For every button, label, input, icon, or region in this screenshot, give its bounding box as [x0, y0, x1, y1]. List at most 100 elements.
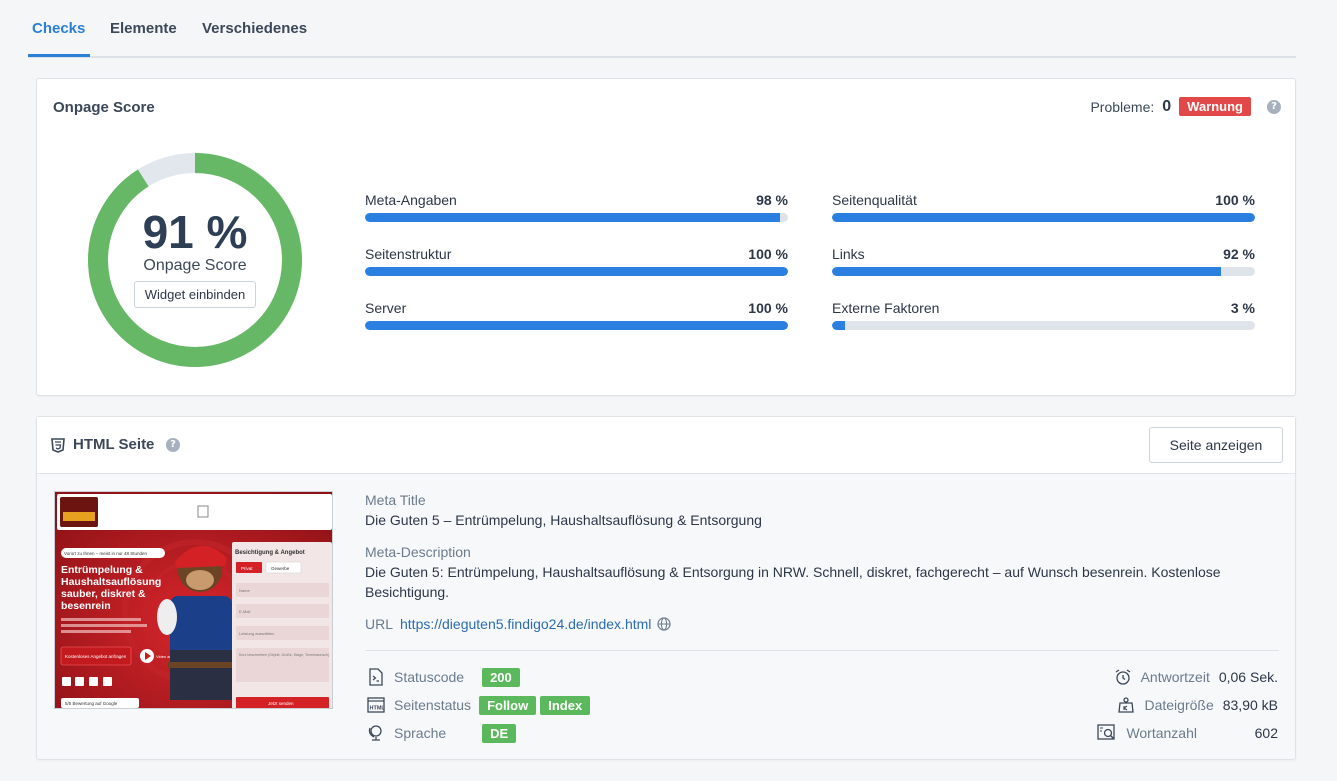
- follow-badge: Follow: [479, 695, 537, 715]
- metric-bar: [365, 213, 788, 222]
- score-label: Onpage Score: [143, 256, 247, 274]
- meta-title-value: Die Guten 5 – Entrümpelung, Haushaltsauf…: [365, 512, 762, 528]
- thumbnail-rating: 5/5 Bewertung auf Google: [65, 701, 118, 706]
- metric-label: Meta-Angaben: [365, 192, 457, 208]
- metric-seitenstruktur: Seitenstruktur 100 %: [365, 246, 788, 282]
- metric-bar-fill: [365, 321, 788, 330]
- widget-einbinden-button[interactable]: Widget einbinden: [133, 280, 257, 308]
- globe-icon[interactable]: [657, 617, 672, 631]
- metric-bar-fill: [365, 267, 788, 276]
- antwortzeit-row: Antwortzeit 0,06 Sek.: [1114, 667, 1278, 687]
- word-count-search-icon: [1097, 724, 1116, 740]
- html-file-icon: HTML: [367, 697, 386, 713]
- statuscode-badge: 200: [482, 667, 520, 687]
- seitenstatus-label: Seitenstatus: [394, 697, 472, 713]
- dateigroesse-label: Dateigröße: [1144, 697, 1214, 713]
- thumbnail-video-link: Video ansehen: [156, 654, 183, 659]
- dateigroesse-row: Dateigröße 83,90 kB: [1117, 695, 1278, 715]
- page-screenshot-thumbnail[interactable]: Vorort zu Ihnen – meist in nur 48 Stunde…: [54, 491, 333, 709]
- thumbnail-headline-line-1: Entrümpelung &: [61, 564, 143, 576]
- thumbnail-field-service: Leistung auswählen: [239, 631, 274, 636]
- active-tab-indicator: [28, 54, 90, 57]
- seite-anzeigen-button[interactable]: Seite anzeigen: [1149, 427, 1283, 463]
- svg-text:HTML: HTML: [370, 706, 386, 712]
- thumbnail-cta: Kostenloses Angebot anfragen: [65, 654, 127, 659]
- thumbnail-submit: Jetzt senden: [268, 701, 294, 706]
- thumbnail-image: Vorort zu Ihnen – meist in nur 48 Stunde…: [55, 492, 332, 708]
- sprache-label: Sprache: [394, 725, 447, 741]
- metric-value: 92 %: [1223, 246, 1255, 262]
- thumbnail-field-name: Name: [239, 588, 250, 593]
- help-icon[interactable]: ?: [166, 438, 180, 452]
- index-badge: Index: [540, 695, 591, 715]
- metric-bar: [832, 213, 1255, 222]
- html5-shield-icon: [51, 438, 65, 453]
- thumbnail-form-tab-gewerbe: Gewerbe: [271, 566, 290, 571]
- metric-label: Links: [832, 246, 865, 262]
- sprache-row: Sprache DE: [367, 723, 520, 743]
- tab-elemente[interactable]: Elemente: [110, 20, 177, 37]
- help-icon[interactable]: ?: [1267, 100, 1281, 114]
- antwortzeit-value: 0,06 Sek.: [1218, 669, 1278, 685]
- probleme-summary: Probleme: 0 Warnung: [1090, 97, 1251, 116]
- metric-label: Externe Faktoren: [832, 300, 940, 316]
- thumbnail-banner: Vorort zu Ihnen – meist in nur 48 Stunde…: [64, 551, 148, 556]
- metric-value: 100 %: [1215, 192, 1255, 208]
- tab-verschiedenes[interactable]: Verschiedenes: [202, 20, 308, 37]
- tab-checks[interactable]: Checks: [32, 20, 86, 37]
- antwortzeit-label: Antwortzeit: [1140, 669, 1210, 685]
- url-row: https://dieguten5.findigo24.de/index.htm…: [400, 614, 672, 634]
- metric-bar-fill: [365, 213, 780, 222]
- metric-bar: [832, 321, 1255, 330]
- metric-links: Links 92 %: [832, 246, 1255, 282]
- thumbnail-headline-line-3: sauber, diskret &: [61, 588, 146, 600]
- page-url-link[interactable]: https://dieguten5.findigo24.de/index.htm…: [400, 616, 652, 632]
- card-header: HTML Seite ? Seite anzeigen: [37, 417, 1295, 474]
- warning-badge[interactable]: Warnung: [1179, 97, 1251, 116]
- wortanzahl-label: Wortanzahl: [1126, 725, 1197, 741]
- url-label: URL: [365, 616, 394, 632]
- terminal-file-icon: [369, 668, 383, 686]
- metric-value: 100 %: [748, 246, 788, 262]
- probleme-label: Probleme:: [1090, 98, 1155, 115]
- score-donut-chart: [88, 153, 302, 367]
- metric-label: Seitenstruktur: [365, 246, 452, 262]
- donut-center: 91 % Onpage Score Widget einbinden: [87, 152, 303, 368]
- metric-bar-fill: [832, 213, 1255, 222]
- thumbnail-form-title: Besichtigung & Angebot: [235, 550, 305, 556]
- file-weight-icon: [1118, 697, 1135, 713]
- metric-bar: [365, 321, 788, 330]
- metric-value: 3 %: [1230, 300, 1255, 316]
- score-percent: 91 %: [142, 205, 248, 258]
- metric-meta-angaben: Meta-Angaben 98 %: [365, 192, 788, 228]
- metric-label: Seitenqualität: [832, 192, 917, 208]
- metric-bar-fill: [832, 267, 1222, 276]
- thumbnail-form-tab-privat: Privat: [241, 566, 253, 571]
- donut-progress-arc: [88, 153, 302, 367]
- seitenstatus-row: HTML Seitenstatus Follow Index: [367, 695, 594, 715]
- metric-label: Server: [365, 300, 407, 316]
- thumbnail-headline-line-4: besenrein: [61, 600, 111, 612]
- wortanzahl-value: 602: [1254, 725, 1278, 741]
- thumbnail-field-message: Kurz beschreiben (Objekt, Größe, Etage, …: [239, 653, 329, 657]
- card-title: HTML Seite: [73, 436, 155, 453]
- metric-value: 98 %: [756, 192, 788, 208]
- tab-bar: Checks Elemente Verschiedenes: [28, 0, 1296, 58]
- thumbnail-headline-line-2: Haushaltsauflösung: [61, 576, 161, 588]
- divider: [365, 650, 1279, 651]
- sprache-badge: DE: [482, 723, 517, 743]
- probleme-count: 0: [1162, 97, 1172, 115]
- metric-server: Server 100 %: [365, 300, 788, 336]
- statuscode-row: Statuscode 200: [367, 667, 524, 687]
- wortanzahl-row: Wortanzahl 602: [1097, 723, 1278, 743]
- meta-title-label: Meta Title: [365, 492, 426, 508]
- metric-externe-faktoren: Externe Faktoren 3 %: [832, 300, 1255, 336]
- dateigroesse-value: 83,90 kB: [1222, 697, 1278, 713]
- onpage-score-card: Onpage Score Probleme: 0 Warnung ? 91 % …: [36, 78, 1296, 396]
- statuscode-label: Statuscode: [394, 669, 465, 685]
- alarm-clock-icon: [1115, 669, 1130, 685]
- metric-value: 100 %: [748, 300, 788, 316]
- meta-description-value: Die Guten 5: Entrümpelung, Haushaltsaufl…: [365, 564, 1221, 600]
- html-seite-card: HTML Seite ? Seite anzeigen Vorort zu Ih…: [36, 416, 1296, 760]
- globe-stand-icon: [368, 725, 382, 741]
